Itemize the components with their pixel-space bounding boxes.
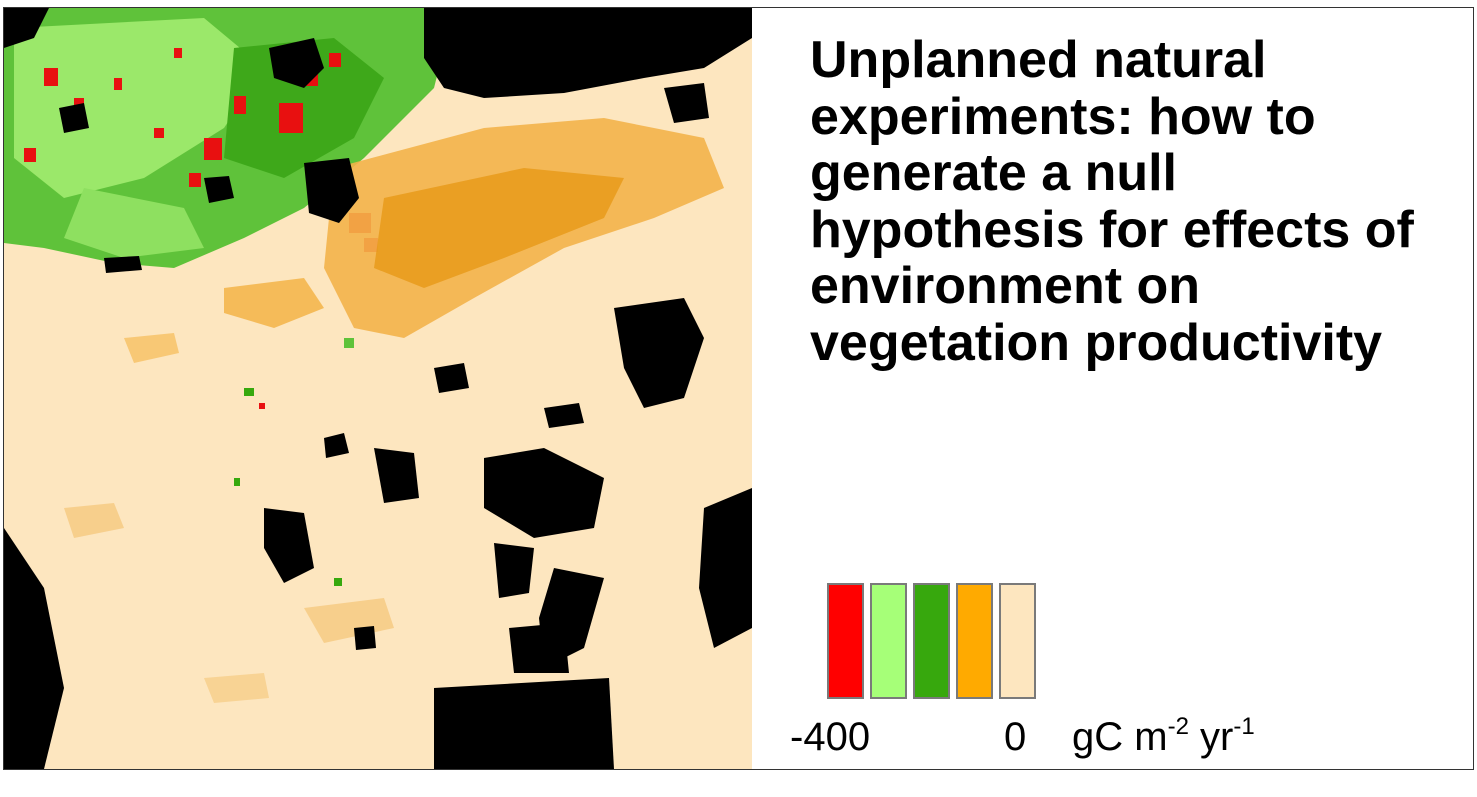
units-exp-2: -1 [1233,713,1255,740]
legend-max-label: 0 [1004,715,1027,759]
scattered-specks [234,338,354,586]
figure-frame: Unplanned natural experiments: how to ge… [3,7,1474,770]
nw-vegetation-region [4,8,444,268]
units-exp-1: -2 [1167,713,1189,740]
legend-units: gC m-2 yr-1 [1072,714,1255,760]
legend-swatch [870,583,907,699]
legend-swatch [827,583,864,699]
legend-swatch [913,583,950,699]
slide-title: Unplanned natural experiments: how to ge… [810,31,1414,372]
legend-swatch [999,583,1036,699]
water-bodies [4,8,752,769]
units-base-1: gC m [1072,715,1168,759]
productivity-map [4,8,752,769]
legend-min-label: -400 [790,715,871,759]
legend-swatch [956,583,993,699]
units-base-2: yr [1188,715,1234,759]
orange-belt [64,118,724,703]
map-canvas [4,8,752,769]
